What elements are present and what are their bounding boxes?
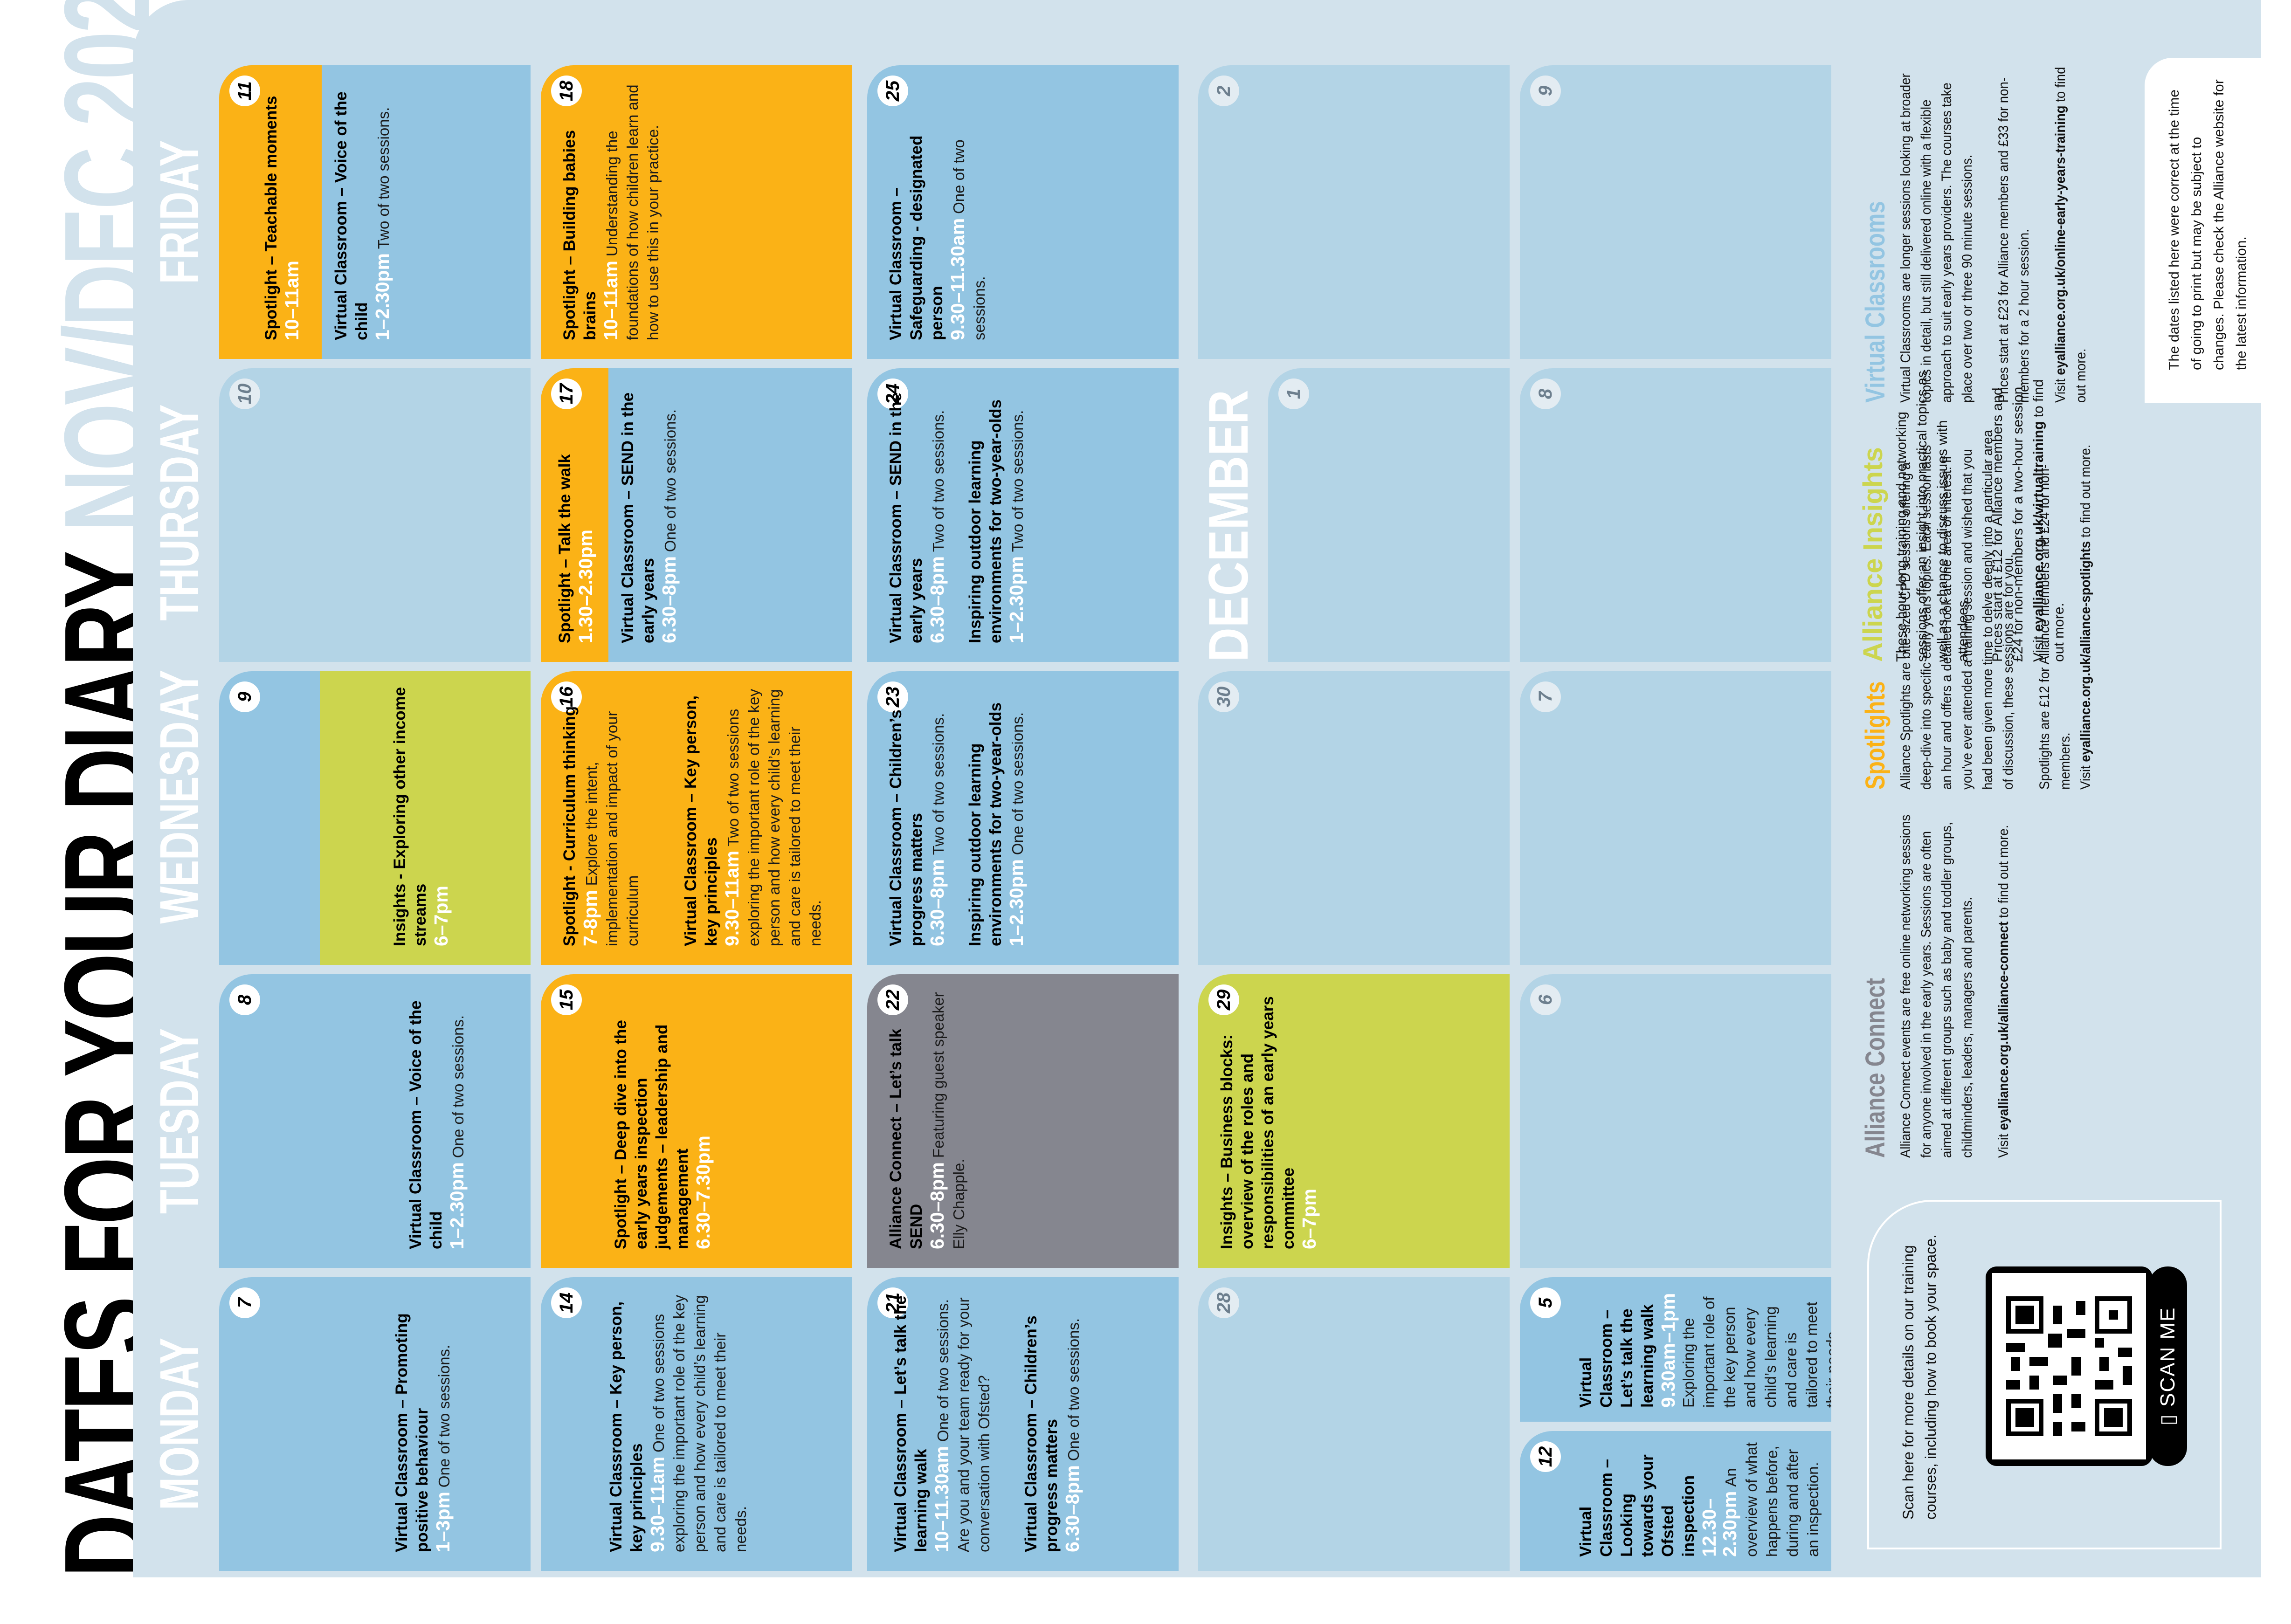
day-number: 28	[1208, 1287, 1239, 1318]
day-cell-dec-8[interactable]: 8	[1520, 368, 1831, 662]
link-alliance-connect[interactable]: eyalliance.org.uk/alliance-connect	[1996, 921, 2011, 1130]
month-label-december: DECEMBER	[1197, 390, 1260, 662]
event[interactable]: Spotlight – Teachable moments 10–11am	[219, 65, 322, 359]
day-number: 7	[1530, 681, 1561, 712]
day-cell-nov-7[interactable]: 7 Virtual Classroom – Promoting positive…	[219, 1277, 531, 1571]
day-cell-dec-5[interactable]: 5 Virtual Classroom – Let’s talk the lea…	[1520, 1277, 1831, 1422]
day-number: 7	[229, 1287, 260, 1318]
visit-spotlights: Visit eyalliance.org.uk/alliance-spotlig…	[2078, 444, 2093, 790]
event[interactable]: Insights – Business blocks: overview of …	[1218, 996, 1320, 1249]
day-cell-nov-24[interactable]: 24 Virtual Classroom – SEND in the early…	[867, 368, 1179, 662]
day-number: 5	[1530, 1287, 1561, 1318]
heading-alliance-connect: Alliance Connect	[1860, 978, 1891, 1158]
info-alliance-connect: Alliance Connect Alliance Connect events…	[1860, 804, 2030, 1158]
day-number: 15	[551, 984, 582, 1015]
event[interactable]: Insights - Exploring other income stream…	[320, 671, 531, 965]
event[interactable]: Virtual Classroom – Safeguarding - desig…	[887, 135, 988, 341]
day-number: 8	[229, 984, 260, 1015]
day-cell-dec-6[interactable]: 6	[1520, 974, 1831, 1268]
day-number: 6	[1530, 984, 1561, 1015]
event[interactable]: Virtual Classroom – SEND in the early ye…	[887, 392, 948, 643]
event[interactable]: Spotlight – Deep dive into the early yea…	[612, 1020, 714, 1249]
day-number: 1	[1278, 378, 1309, 409]
day-header-tuesday: TUESDAY	[149, 1028, 210, 1214]
day-cell-nov-23[interactable]: 23 Virtual Classroom – Children’s progre…	[867, 671, 1179, 965]
day-cell-nov-10[interactable]: 10	[219, 368, 531, 662]
day-cell-dec-9[interactable]: 9	[1520, 65, 1831, 359]
event[interactable]: Virtual Classroom – Key person, key prin…	[607, 1294, 749, 1552]
heading-alliance-insights: Alliance Insights	[1858, 447, 1888, 662]
day-cell-nov-21[interactable]: 21 Virtual Classroom – Let’s talk the le…	[867, 1277, 1179, 1571]
day-cell-nov-14[interactable]: 14 Virtual Classroom – Key person, key p…	[541, 1277, 852, 1571]
day-cell-dec-7[interactable]: 7	[1520, 671, 1831, 965]
event[interactable]: Virtual Classroom – Children’s progress …	[887, 709, 948, 946]
event[interactable]: Spotlight – Talk the walk 1.30–2.30pm	[541, 368, 608, 662]
day-cell-dec-2[interactable]: 2	[1198, 65, 1510, 359]
day-number: 9	[1530, 76, 1561, 106]
text-alliance-connect: Alliance Connect events are free online …	[1898, 814, 1975, 1158]
event[interactable]: Virtual Classroom – Voice of the child 1…	[332, 91, 393, 340]
day-cell-nov-28[interactable]: 28	[1198, 1277, 1510, 1571]
day-cell-nov-9[interactable]: 9 Virtual Classroom – Promoting positive…	[219, 671, 531, 965]
event[interactable]: Inspiring outdoor learning environments …	[966, 399, 1027, 643]
event[interactable]: Virtual Classroom – Promoting positive b…	[393, 1313, 454, 1552]
link-alliance-insights[interactable]: eyalliance.org.uk/virtualtraining	[2031, 421, 2046, 632]
day-number: 8	[1530, 378, 1561, 409]
day-number: 9	[229, 681, 260, 712]
phone-icon: ▯	[2156, 1413, 2179, 1426]
event[interactable]: Virtual Classroom – SEND in the early ye…	[619, 392, 680, 643]
day-cell-dec-1[interactable]: 1	[1268, 368, 1510, 662]
day-number: 10	[229, 378, 260, 409]
day-cell-nov-15[interactable]: 15 Spotlight – Deep dive into the early …	[541, 974, 852, 1268]
day-number: 2	[1208, 76, 1239, 106]
day-cell-nov-29[interactable]: 29 Insights – Business blocks: overview …	[1198, 974, 1510, 1268]
event[interactable]: Inspiring outdoor learning environments …	[966, 702, 1027, 946]
price-alliance-insights: Prices start at £12 for Alliance members…	[1990, 379, 2067, 662]
qr-code[interactable]	[1986, 1266, 2153, 1466]
event[interactable]: Virtual Classroom – Voice of the child 1…	[407, 1000, 468, 1249]
day-number: 17	[551, 378, 582, 409]
day-cell-nov-22[interactable]: 22 Alliance Connect – Let’s talk SEND 6.…	[867, 974, 1179, 1268]
visit-alliance-connect: Visit eyalliance.org.uk/alliance-connect…	[1996, 825, 2011, 1158]
day-header-wednesday: WEDNESDAY	[149, 670, 210, 924]
event[interactable]: Virtual Classroom – Children’s progress …	[1022, 1315, 1083, 1552]
scan-me-label: SCAN ME	[2156, 1307, 2179, 1407]
day-number: 30	[1208, 681, 1239, 712]
event[interactable]: Virtual Classroom – Looking towards your…	[1577, 1442, 1822, 1557]
qr-instructions: Scan here for more details on our traini…	[1900, 1234, 1939, 1520]
info-alliance-insights: Alliance Insights These hour-long traini…	[1858, 56, 2067, 662]
day-cell-nov-11[interactable]: Spotlight – Teachable moments 10–11am 11…	[219, 65, 531, 359]
event[interactable]: Spotlight - Curriculum thinking 7-8pm Ex…	[560, 706, 641, 946]
day-header-thursday: THURSDAY	[149, 404, 210, 621]
day-number: 11	[229, 76, 260, 106]
event[interactable]: Virtual Classroom – Let’s talk the learn…	[891, 1295, 993, 1552]
day-cell-nov-17[interactable]: Spotlight – Talk the walk 1.30–2.30pm 17…	[541, 368, 852, 662]
scan-me-button[interactable]: ▯ SCAN ME	[2149, 1266, 2187, 1466]
day-cell-nov-16[interactable]: 16 Spotlight - Curriculum thinking 7-8pm…	[541, 671, 852, 965]
event[interactable]: Alliance Connect – Let’s talk SEND 6.30–…	[887, 992, 967, 1249]
day-cell-nov-25[interactable]: 25 Virtual Classroom – Safeguarding - de…	[867, 65, 1179, 359]
day-cell-nov-18[interactable]: 18 Spotlight – Building babies brains 10…	[541, 65, 852, 359]
disclaimer-notice: The dates listed here were correct at th…	[2145, 58, 2291, 403]
event[interactable]: Spotlight – Building babies brains 10–11…	[560, 84, 662, 340]
day-cell-dec-12[interactable]: 12 Virtual Classroom – Looking towards y…	[1520, 1431, 1831, 1571]
link-spotlights[interactable]: eyalliance.org.uk/alliance-spotlights	[2078, 541, 2093, 762]
day-number: 14	[551, 1287, 582, 1318]
day-cell-nov-30[interactable]: 30	[1198, 671, 1510, 965]
text-alliance-insights: These hour-long training and networking …	[1894, 371, 1971, 662]
day-header-friday: FRIDAY	[149, 140, 210, 284]
day-number: 12	[1530, 1441, 1561, 1472]
day-cell-nov-8[interactable]: 8 Virtual Classroom – Voice of the child…	[219, 974, 531, 1268]
event[interactable]: Virtual Classroom – Let’s talk the learn…	[1577, 1293, 1831, 1408]
event[interactable]: Virtual Classroom – Key person, key prin…	[682, 688, 824, 946]
qr-panel: Scan here for more details on our traini…	[1867, 1200, 2222, 1549]
day-header-monday: MONDAY	[149, 1338, 210, 1510]
